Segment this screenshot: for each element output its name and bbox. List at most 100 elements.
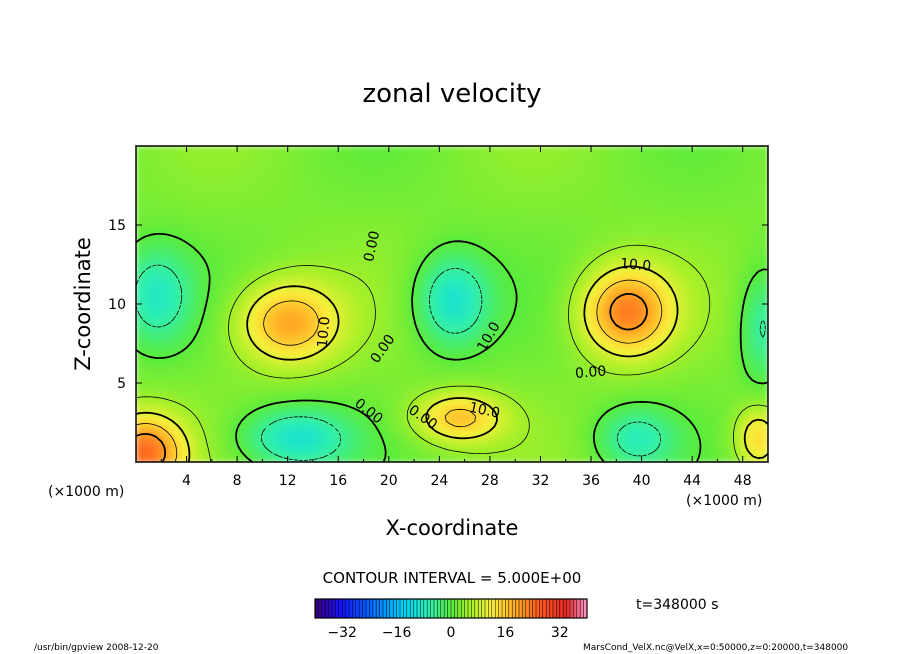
x-tick-label: 32 [532,473,550,489]
contour-line [136,233,768,462]
colorbar-cell [444,599,448,618]
contour-line [136,279,663,462]
colorbar-cell [485,599,489,618]
colorbar-cell [321,599,326,618]
colorbar-cell [474,599,479,618]
x-tick-label: 20 [380,473,398,489]
y-tick-label: 5 [117,376,126,392]
colorbar-cell [457,599,462,618]
colorbar-cell [580,599,584,618]
colorbar-cell [512,599,516,618]
colorbar-cell [447,599,452,618]
colorbar-cell [573,599,578,618]
contour-line [136,264,766,461]
colorbar-cell [495,599,499,618]
colorbar-ticks: −32 −16 0 16 32 [327,625,568,641]
colorbar-cell [532,599,537,618]
x-tick-label: 8 [233,473,242,489]
contour-label: 10.0 [619,256,651,275]
colorbar-cell [318,599,323,618]
colorbar-cell [352,599,357,618]
colorbar-cell [468,599,472,618]
colorbar-cell [389,599,394,618]
x-tick-label: 24 [430,473,448,489]
colorbar-cell [471,599,476,618]
x-tick-label: 48 [734,473,752,489]
colorbar-cell [481,599,486,618]
chart-title: zonal velocity [362,79,541,109]
x-tick-label: 16 [329,473,347,489]
colorbar-cell [519,599,523,618]
colorbar-cell [478,599,482,618]
colorbar-cell [366,599,370,618]
contour-label: 0.00 [574,363,606,382]
colorbar-cell [325,599,329,618]
colorbar-cell [403,599,408,618]
time-label: t=348000 s [636,597,718,613]
contour-label: 0.00 [361,229,383,263]
colorbar-cell [546,599,550,618]
colorbar-tick-label: 0 [447,625,456,641]
colorbar-cell [536,599,540,618]
x-axis-label: X-coordinate [386,516,519,540]
colorbar-cell [539,599,544,618]
x-unit-right: (×1000 m) [686,493,762,509]
colorbar-cell [570,599,574,618]
y-axis: 5 10 15 [108,218,768,392]
colorbar-cell [376,599,380,618]
colorbar-cell [406,599,411,618]
y-tick-label: 10 [108,297,126,313]
contour-line [136,244,768,462]
colorbar-cell [522,599,527,618]
colorbar-cell [393,599,397,618]
colorbar-cell [372,599,377,618]
colorbar-cell [332,599,336,618]
colorbar-tick-label: −16 [382,625,412,641]
colorbar-cell [461,599,465,618]
x-tick-label: 36 [582,473,600,489]
contour-interval-text: CONTOUR INTERVAL = 5.000E+00 [323,569,582,587]
colorbar-cell [359,599,363,618]
x-tick-label: 44 [683,473,701,489]
colorbar-tick-label: 16 [496,625,514,641]
colorbar-cell [328,599,333,618]
colorbar-cell [559,599,564,618]
colorbar-cell [396,599,401,618]
colorbar-cell [576,599,581,618]
colorbar-cell [420,599,425,618]
colorbar-cell [498,599,503,618]
colorbar-tick-label: −32 [327,625,357,641]
colorbar-cell [454,599,459,618]
contour-line [136,293,648,462]
colorbar-cell [430,599,435,618]
colorbar-cell [563,599,567,618]
colorbar-cell [508,599,513,618]
colorbar-cell [335,599,340,618]
colorbar-cell [505,599,510,618]
contour-lines [136,233,768,462]
colorbar-cell [413,599,418,618]
colorbar-cell [423,599,428,618]
colorbar-cell [342,599,346,618]
plot-area [136,146,768,462]
x-tick-label: 40 [633,473,651,489]
x-unit-left: (×1000 m) [48,484,124,500]
colorbar-cell [369,599,374,618]
footer-left: /usr/bin/gpview 2008-12-20 [34,643,159,653]
x-axis: 4 8 12 16 20 24 28 32 36 40 44 48 [160,146,752,489]
colorbar-cell [515,599,520,618]
colorbar-cell [383,599,387,618]
colorbar-cell [440,599,445,618]
colorbar-tick-label: 32 [551,625,569,641]
contour-line [136,265,768,462]
colorbar-cell [338,599,343,618]
colorbar-cell [488,599,493,618]
colorbar-cell [451,599,455,618]
heatmap-field [136,146,768,462]
y-tick-label: 15 [108,218,126,234]
footer-right: MarsCond_VelX.nc@VelX,x=0:50000,z=0:2000… [583,643,848,653]
colorbar-cell [355,599,360,618]
colorbar-cell [410,599,414,618]
colorbar-cell [379,599,384,618]
colorbar-cell [345,599,350,618]
